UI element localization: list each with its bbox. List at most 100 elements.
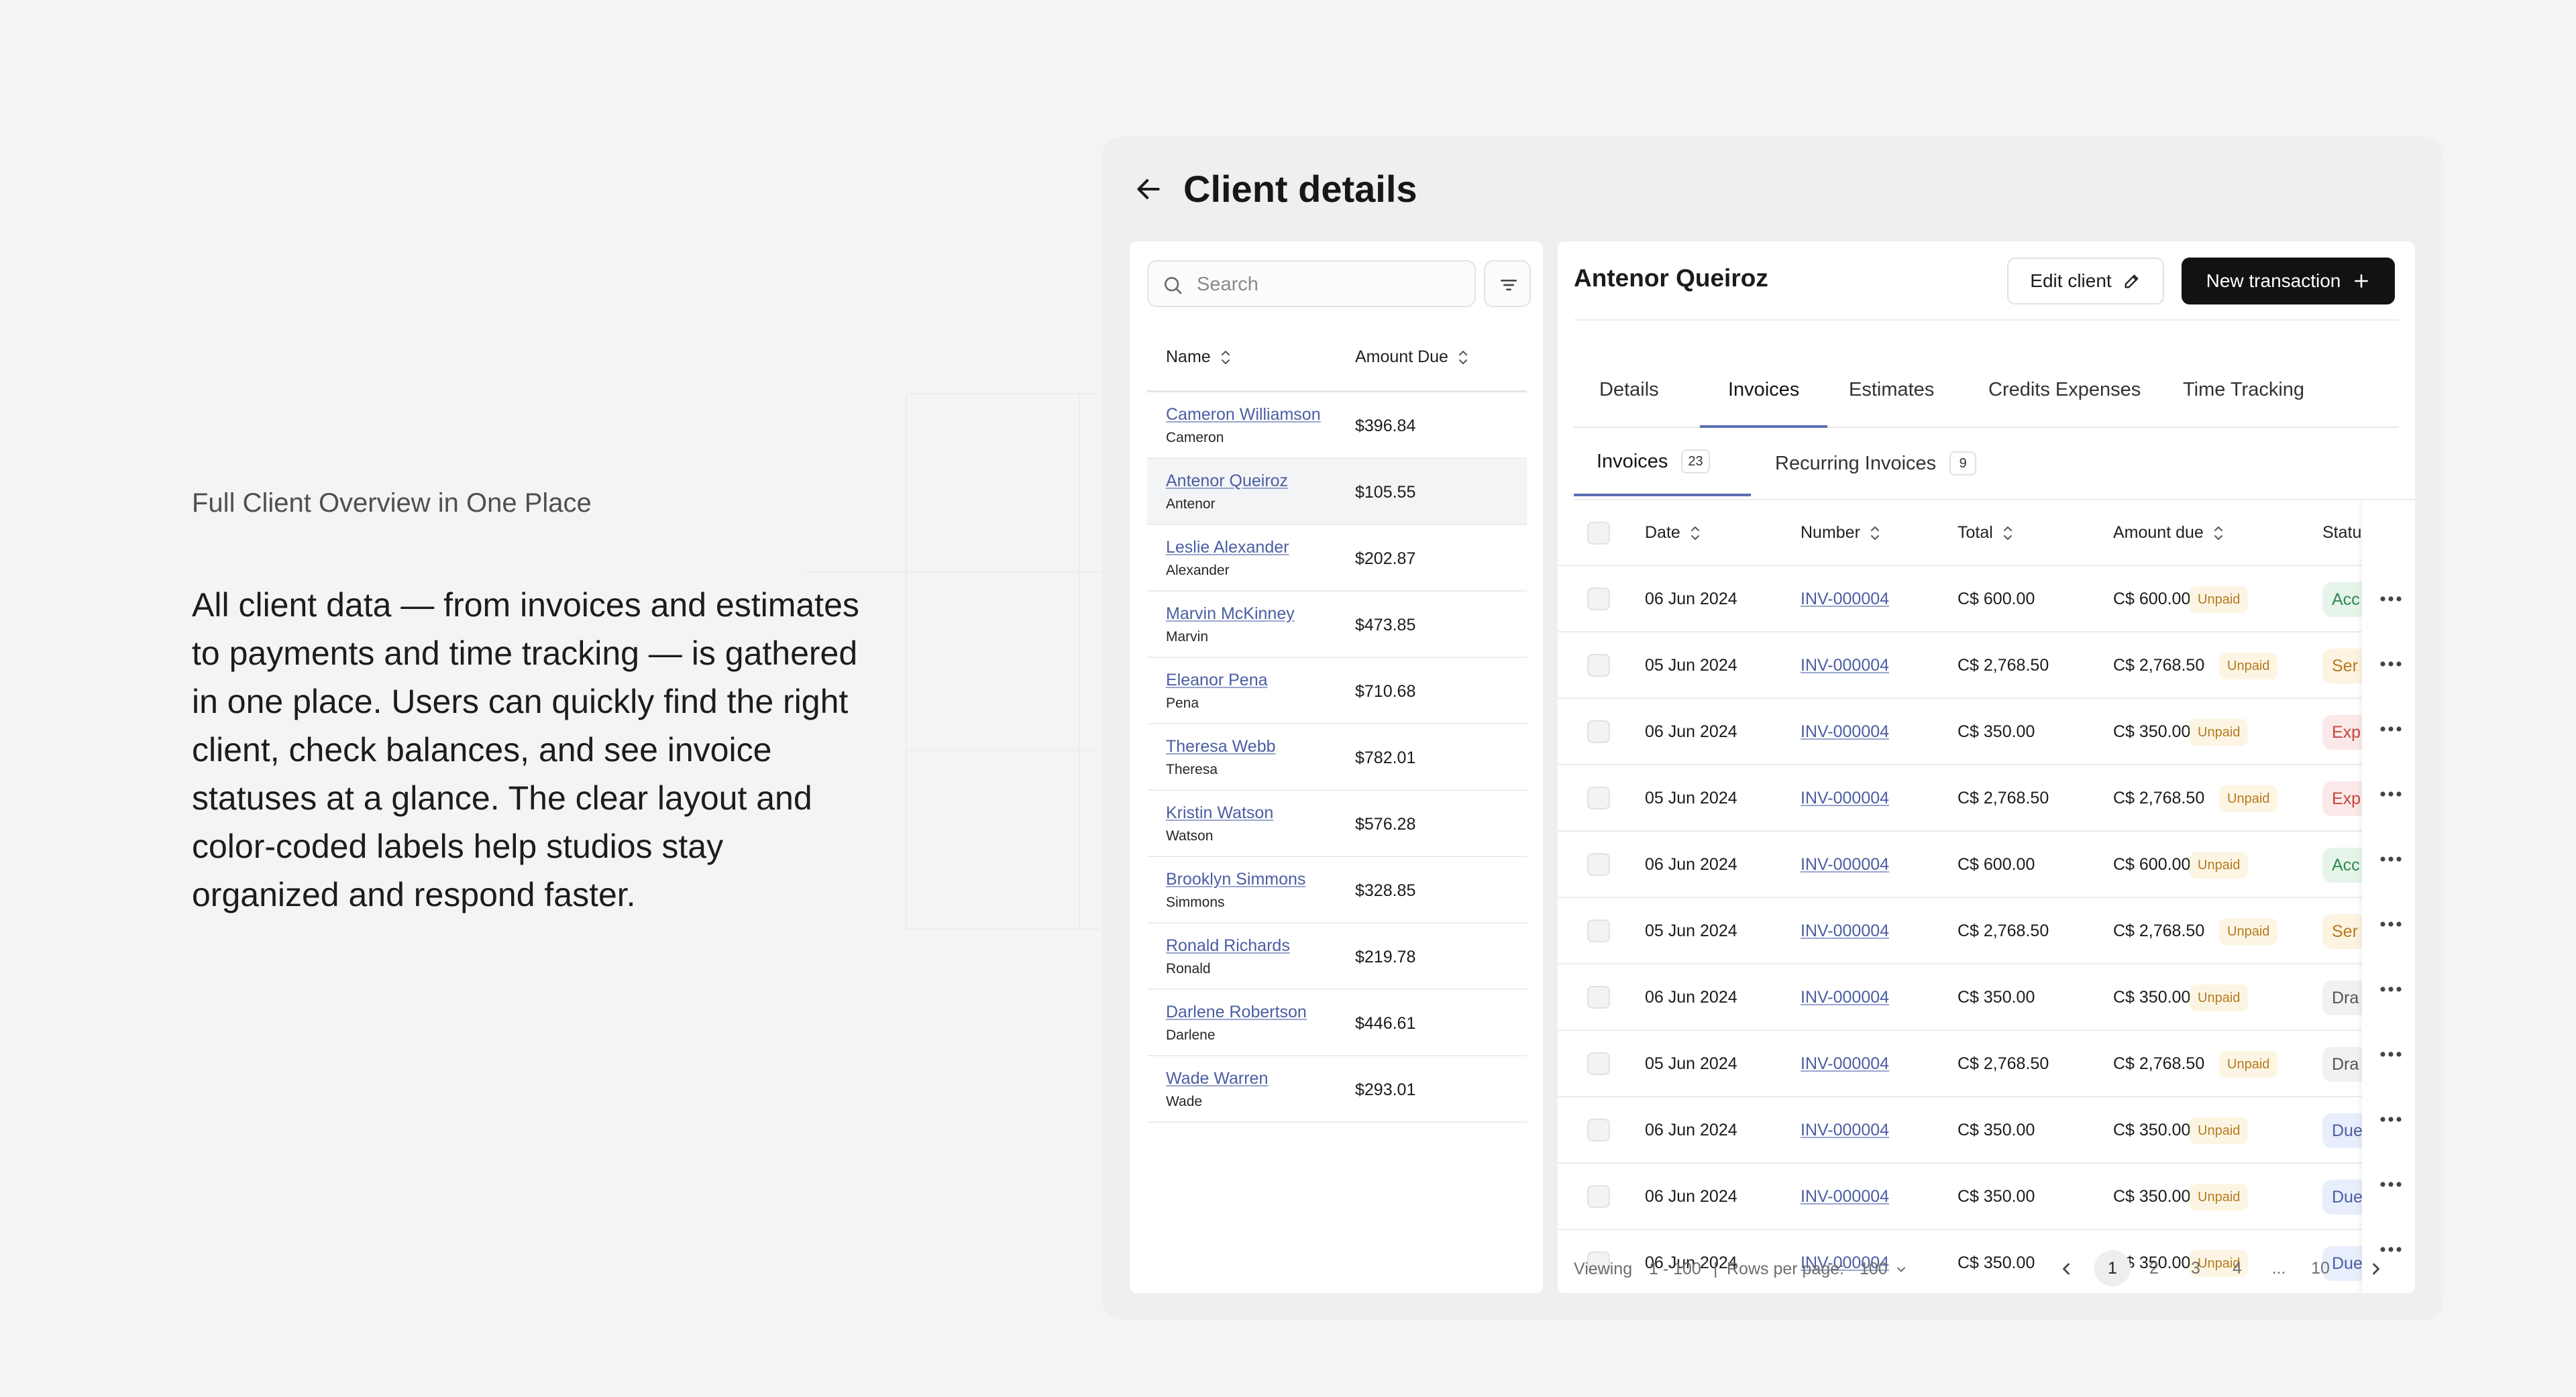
page-button[interactable]: 1 [2094,1250,2131,1286]
more-options-icon[interactable] [2379,596,2402,602]
client-amount-due: $576.28 [1355,815,1416,834]
subtab-invoices[interactable]: Invoices 23 [1574,429,1751,496]
client-row[interactable]: Theresa Webb Theresa $782.01 [1147,724,1527,791]
invoice-number-link[interactable]: INV-000004 [1801,590,1890,608]
client-name-link[interactable]: Kristin Watson [1166,803,1274,822]
more-options-icon[interactable] [2379,921,2402,928]
row-checkbox[interactable] [1587,853,1610,876]
client-name-link[interactable]: Theresa Webb [1166,737,1276,756]
client-name-link[interactable]: Marvin McKinney [1166,604,1295,623]
subtab-recurring-invoices[interactable]: Recurring Invoices 9 [1775,429,1977,498]
client-name-link[interactable]: Leslie Alexander [1166,538,1289,557]
filter-button[interactable] [1484,260,1531,307]
date-column-header[interactable]: Date [1645,523,1701,543]
more-options-icon[interactable] [2379,791,2402,797]
chevron-right-icon[interactable] [2367,1260,2385,1278]
invoice-date: 06 Jun 2024 [1645,855,1737,874]
row-checkbox[interactable] [1587,1119,1610,1141]
new-transaction-button[interactable]: New transaction [2182,258,2395,304]
table-row: 06 Jun 2024 INV-000004 C$ 350.00 C$ 350.00 U… [1558,1164,2415,1230]
total-column-header[interactable]: Total [1957,523,2013,543]
page-button[interactable]: 10 [2311,1259,2330,1278]
client-name-link[interactable]: Brooklyn Simmons [1166,870,1306,889]
sort-icon [2214,526,2222,540]
select-all-checkbox[interactable] [1587,522,1610,545]
page-button[interactable]: 3 [2191,1259,2200,1278]
edit-client-button[interactable]: Edit client [2007,258,2164,304]
invoice-number-link[interactable]: INV-000004 [1801,1121,1890,1139]
page-button[interactable]: 4 [2233,1259,2242,1278]
invoice-number-link[interactable]: INV-000004 [1801,1187,1890,1206]
row-checkbox[interactable] [1587,787,1610,809]
client-amount-due: $328.85 [1355,881,1416,900]
client-row[interactable]: Ronald Richards Ronald $219.78 [1147,924,1527,990]
tab-credits-expenses[interactable]: Credits Expenses [1988,379,2141,400]
table-row: 06 Jun 2024 INV-000004 C$ 350.00 C$ 350.00 U… [1558,1097,2415,1164]
arrow-left-icon[interactable] [1134,174,1163,204]
more-options-icon[interactable] [2379,1181,2402,1188]
number-column-header[interactable]: Number [1801,523,1880,543]
chevron-left-icon[interactable] [2057,1260,2076,1278]
amount-due-column-header[interactable]: Amount due [2113,523,2224,543]
separator: | [1713,1260,1718,1278]
client-row[interactable]: Kristin Watson Watson $576.28 [1147,791,1527,857]
client-row[interactable]: Brooklyn Simmons Simmons $328.85 [1147,857,1527,924]
more-options-icon[interactable] [2379,1051,2402,1058]
row-checkbox[interactable] [1587,919,1610,942]
tab-estimates[interactable]: Estimates [1849,379,1935,400]
row-checkbox[interactable] [1587,720,1610,743]
invoice-number-link[interactable]: INV-000004 [1801,722,1890,741]
more-options-icon[interactable] [2379,1116,2402,1123]
invoice-number-link[interactable]: INV-000004 [1801,855,1890,874]
more-options-icon[interactable] [2379,1246,2402,1253]
client-row[interactable]: Darlene Robertson Darlene $446.61 [1147,990,1527,1056]
client-name-link[interactable]: Darlene Robertson [1166,1003,1307,1021]
amount-due-column-label: Amount Due [1355,347,1448,366]
more-options-icon[interactable] [2379,661,2402,667]
row-checkbox[interactable] [1587,588,1610,610]
rows-per-page-select[interactable]: 100 [1860,1260,1908,1279]
tab-invoices[interactable]: Invoices [1700,369,1828,428]
client-name-link[interactable]: Eleanor Pena [1166,671,1268,689]
client-row[interactable]: Eleanor Pena Pena $710.68 [1147,658,1527,724]
invoice-number-link[interactable]: INV-000004 [1801,1253,1890,1272]
name-column-header[interactable]: Name [1166,347,1231,367]
client-row[interactable]: Leslie Alexander Alexander $202.87 [1147,525,1527,592]
more-options-icon[interactable] [2379,856,2402,862]
page-button[interactable]: 2 [2149,1259,2159,1278]
detail-tabs: Details Invoices Estimates Credits Expen… [1574,369,2399,428]
client-name-link[interactable]: Antenor Queiroz [1166,471,1289,490]
invoice-table-header: Date Number Total Amount due Statu [1558,500,2415,566]
search-input[interactable] [1195,262,1466,307]
tab-details[interactable]: Details [1599,379,1659,400]
more-options-icon[interactable] [2379,726,2402,732]
amount-due-column-header[interactable]: Amount Due [1355,347,1468,367]
client-short-name: Cameron [1166,430,1224,445]
row-checkbox[interactable] [1587,654,1610,677]
tab-time-tracking[interactable]: Time Tracking [2183,379,2305,400]
table-row: 06 Jun 2024 INV-000004 C$ 350.00 C$ 350.00 U… [1558,964,2415,1031]
date-column-label: Date [1645,523,1680,542]
client-name-link[interactable]: Wade Warren [1166,1069,1269,1088]
invoice-amount-due: C$ 2,768.50 [2113,789,2205,807]
invoice-number-link[interactable]: INV-000004 [1801,656,1890,675]
more-options-icon[interactable] [2379,986,2402,993]
row-checkbox[interactable] [1587,1251,1610,1274]
invoice-number-link[interactable]: INV-000004 [1801,789,1890,807]
unpaid-badge: Unpaid [2219,1051,2278,1078]
invoice-number-link[interactable]: INV-000004 [1801,988,1890,1007]
client-row[interactable]: Marvin McKinney Marvin $473.85 [1147,592,1527,658]
client-row[interactable]: Cameron Williamson Cameron $396.84 [1147,392,1527,459]
row-checkbox[interactable] [1587,986,1610,1009]
status-column-header[interactable]: Statu [2322,523,2361,543]
row-checkbox[interactable] [1587,1052,1610,1075]
client-name-link[interactable]: Cameron Williamson [1166,405,1321,424]
client-row[interactable]: Wade Warren Wade $293.01 [1147,1056,1527,1123]
client-row[interactable]: Antenor Queiroz Antenor $105.55 [1147,459,1527,525]
background-line [805,571,1100,573]
invoice-number-link[interactable]: INV-000004 [1801,921,1890,940]
status-badge: Acc [2322,848,2369,883]
row-checkbox[interactable] [1587,1185,1610,1208]
invoice-number-link[interactable]: INV-000004 [1801,1054,1890,1073]
client-name-link[interactable]: Ronald Richards [1166,936,1290,955]
